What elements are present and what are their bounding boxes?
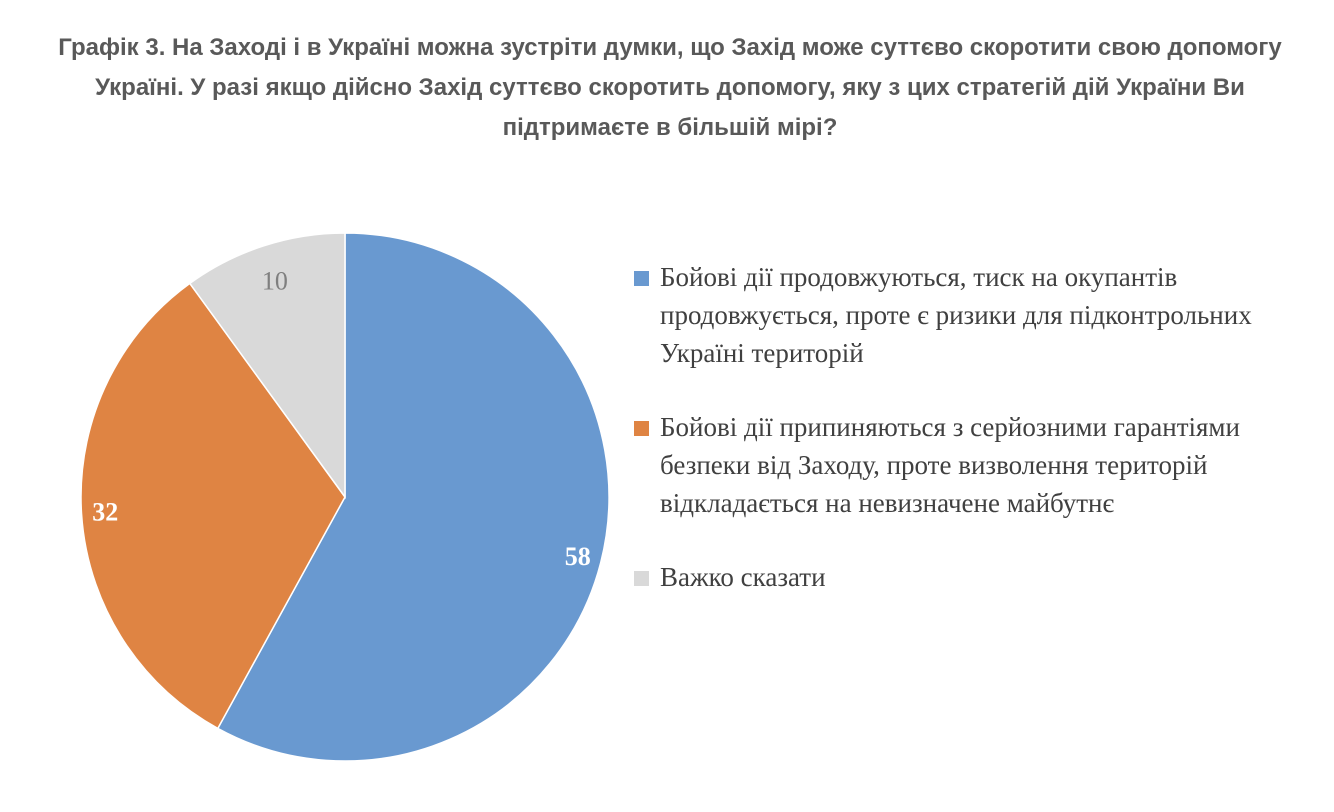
pie-label-continue: 58 bbox=[565, 542, 591, 571]
pie-label-hard-to-say: 10 bbox=[262, 267, 288, 296]
legend-label-continue: Бойові дії продовжуються, тиск на окупан… bbox=[660, 262, 1252, 368]
pie-label-stop: 32 bbox=[92, 498, 118, 527]
legend-label-hard-to-say: Важко сказати bbox=[660, 562, 826, 592]
pie-chart: 58 32 10 bbox=[80, 232, 610, 762]
legend-swatch-hard-to-say bbox=[634, 571, 649, 586]
pie-slice-stop bbox=[80, 282, 346, 730]
legend-label-stop: Бойові дії припиняються з серйозними гар… bbox=[660, 412, 1240, 518]
legend-swatch-continue bbox=[634, 271, 649, 286]
pie-slice-hard-to-say bbox=[188, 232, 346, 500]
pie-slice-continue bbox=[216, 232, 610, 762]
legend-swatch-stop bbox=[634, 421, 649, 436]
chart-title: Графік 3. На Заході і в Україні можна зу… bbox=[58, 34, 1282, 141]
chart-legend: Бойові дії продовжуються, тиск на окупан… bbox=[634, 258, 1274, 596]
legend-item-continue: Бойові дії продовжуються, тиск на окупан… bbox=[634, 258, 1274, 372]
legend-item-stop: Бойові дії припиняються з серйозними гар… bbox=[634, 408, 1274, 522]
legend-item-hard-to-say: Важко сказати bbox=[634, 558, 1274, 596]
